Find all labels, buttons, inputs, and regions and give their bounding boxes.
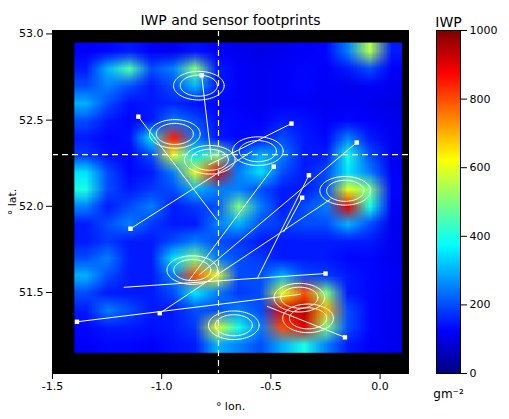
svg-text:° lat.: ° lat. bbox=[6, 189, 19, 216]
svg-text:52.0: 52.0 bbox=[19, 200, 44, 213]
svg-text:800: 800 bbox=[470, 93, 491, 106]
svg-text:-1.0: -1.0 bbox=[151, 380, 172, 393]
svg-text:0: 0 bbox=[470, 367, 477, 380]
svg-text:400: 400 bbox=[470, 230, 491, 243]
svg-text:-0.5: -0.5 bbox=[260, 380, 281, 393]
svg-text:0.0: 0.0 bbox=[371, 380, 389, 393]
svg-text:600: 600 bbox=[470, 161, 491, 174]
svg-text:51.5: 51.5 bbox=[19, 286, 44, 299]
svg-text:1000: 1000 bbox=[470, 24, 498, 37]
svg-text:IWP and sensor footprints: IWP and sensor footprints bbox=[140, 12, 320, 28]
svg-text:52.5: 52.5 bbox=[19, 114, 44, 127]
svg-text:53.0: 53.0 bbox=[19, 27, 44, 40]
svg-text:IWP: IWP bbox=[435, 14, 461, 30]
svg-text:gm⁻²: gm⁻² bbox=[433, 387, 464, 401]
svg-text:200: 200 bbox=[470, 298, 491, 311]
svg-text:° lon.: ° lon. bbox=[216, 400, 245, 413]
svg-text:-1.5: -1.5 bbox=[42, 380, 63, 393]
